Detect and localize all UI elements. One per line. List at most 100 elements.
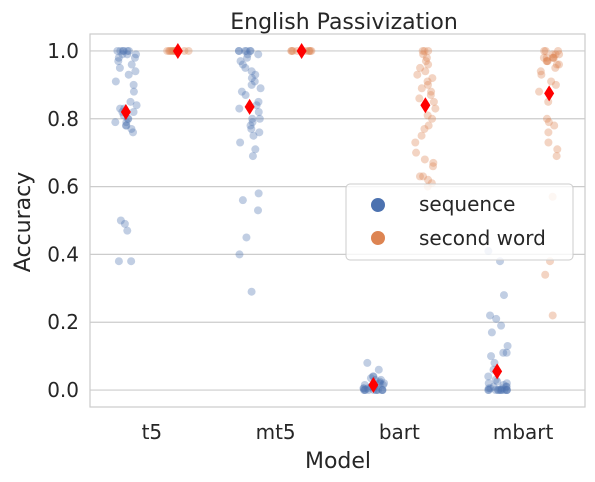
point-second-word-bart <box>419 50 428 59</box>
point-second-word-mbart <box>555 60 564 69</box>
point-sequence-bart <box>359 384 368 393</box>
point-sequence-t5 <box>130 53 139 62</box>
point-sequence-bart <box>375 377 384 386</box>
point-sequence-mbart <box>502 379 511 388</box>
point-sequence-bart <box>369 372 378 381</box>
point-sequence-mt5 <box>248 152 257 161</box>
point-second-word-bart <box>424 175 433 184</box>
point-sequence-mt5 <box>241 63 250 72</box>
point-sequence-mt5 <box>254 50 263 59</box>
point-sequence-mt5 <box>234 46 243 55</box>
point-sequence-mt5 <box>256 84 265 93</box>
point-second-word-mt5 <box>305 46 314 55</box>
point-second-word-mbart <box>543 57 552 66</box>
point-sequence-t5 <box>122 118 131 127</box>
point-second-word-mbart <box>544 138 553 147</box>
point-sequence-mbart <box>493 386 502 395</box>
point-second-word-t5 <box>167 46 176 55</box>
plot-frame <box>89 33 586 408</box>
point-second-word-mt5 <box>304 46 313 55</box>
point-second-word-mbart <box>552 60 561 69</box>
point-second-word-bart <box>418 46 427 55</box>
point-sequence-t5 <box>122 121 131 130</box>
point-second-word-t5 <box>166 46 175 55</box>
point-sequence-mbart <box>503 341 512 350</box>
mean-marker-second-word-bart <box>420 97 431 114</box>
legend-swatch-second-word <box>371 231 385 245</box>
point-sequence-mt5 <box>254 206 263 215</box>
point-sequence-mt5 <box>238 196 247 205</box>
point-sequence-t5 <box>114 257 123 266</box>
point-sequence-t5 <box>116 216 125 225</box>
point-second-word-bart <box>429 97 438 106</box>
point-sequence-bart <box>361 386 370 395</box>
point-sequence-t5 <box>121 121 130 130</box>
point-second-word-bart <box>413 70 422 79</box>
point-second-word-mt5 <box>287 46 296 55</box>
point-second-word-mbart <box>544 118 553 127</box>
y-tick-label: 0.6 <box>47 175 79 199</box>
point-second-word-bart <box>420 46 429 55</box>
point-second-word-mbart <box>554 46 563 55</box>
point-second-word-mbart <box>549 53 558 62</box>
mean-marker-second-word-mt5 <box>296 42 307 59</box>
point-second-word-bart <box>428 74 437 83</box>
x-tick-label-mbart: mbart <box>493 420 554 444</box>
point-sequence-mbart <box>499 380 508 389</box>
point-sequence-bart <box>360 386 369 395</box>
point-sequence-mbart <box>484 386 493 395</box>
point-sequence-mbart <box>484 386 493 395</box>
point-sequence-mt5 <box>247 287 256 296</box>
point-sequence-bart <box>363 358 372 367</box>
point-sequence-mbart <box>497 386 506 395</box>
point-second-word-mbart <box>551 63 560 72</box>
point-sequence-bart <box>380 379 389 388</box>
point-second-word-bart <box>417 84 426 93</box>
point-second-word-t5 <box>163 46 172 55</box>
point-second-word-bart <box>419 172 428 181</box>
grid-lines <box>90 50 585 391</box>
point-sequence-t5 <box>129 87 138 96</box>
x-tick-label-bart: bart <box>379 420 420 444</box>
point-second-word-bart <box>415 172 424 181</box>
point-sequence-mbart <box>484 379 493 388</box>
point-second-word-bart <box>421 57 430 66</box>
point-sequence-t5 <box>123 46 132 55</box>
point-sequence-mt5 <box>250 77 259 86</box>
point-second-word-bart <box>423 111 432 120</box>
point-sequence-t5 <box>127 124 136 133</box>
point-second-word-t5 <box>180 46 189 55</box>
mean-marker-second-word-t5 <box>172 42 183 59</box>
point-sequence-bart <box>359 384 368 393</box>
point-second-word-bart <box>420 124 429 133</box>
point-sequence-mt5 <box>254 107 263 116</box>
point-sequence-mt5 <box>247 67 256 76</box>
point-sequence-t5 <box>127 257 136 266</box>
x-tick-label-t5: t5 <box>142 420 163 444</box>
point-sequence-mbart <box>499 348 508 357</box>
legend: sequence second word <box>345 183 574 261</box>
point-second-word-bart <box>424 60 433 69</box>
point-sequence-t5 <box>123 226 132 235</box>
point-sequence-mt5 <box>246 121 255 130</box>
point-sequence-mt5 <box>248 114 257 123</box>
point-sequence-mt5 <box>238 60 247 69</box>
point-sequence-mbart <box>487 352 496 361</box>
point-sequence-mt5 <box>242 46 251 55</box>
point-sequence-bart <box>378 386 387 395</box>
point-second-word-mbart <box>550 121 559 130</box>
point-second-word-mbart <box>542 57 551 66</box>
point-sequence-bart <box>376 375 385 384</box>
point-second-word-bart <box>415 94 424 103</box>
point-sequence-mbart <box>493 377 502 386</box>
point-sequence-t5 <box>131 67 140 76</box>
y-tick-labels: 0.0 0.2 0.4 0.6 0.8 1.0 <box>47 39 79 402</box>
point-second-word-mbart <box>551 80 560 89</box>
point-second-word-mbart <box>541 46 550 55</box>
point-second-word-bart <box>428 162 437 171</box>
mean-marker-sequence-t5 <box>120 103 131 120</box>
point-sequence-mt5 <box>251 70 260 79</box>
point-sequence-mbart <box>492 314 501 323</box>
point-sequence-t5 <box>128 128 137 137</box>
point-sequence-mt5 <box>252 101 261 110</box>
